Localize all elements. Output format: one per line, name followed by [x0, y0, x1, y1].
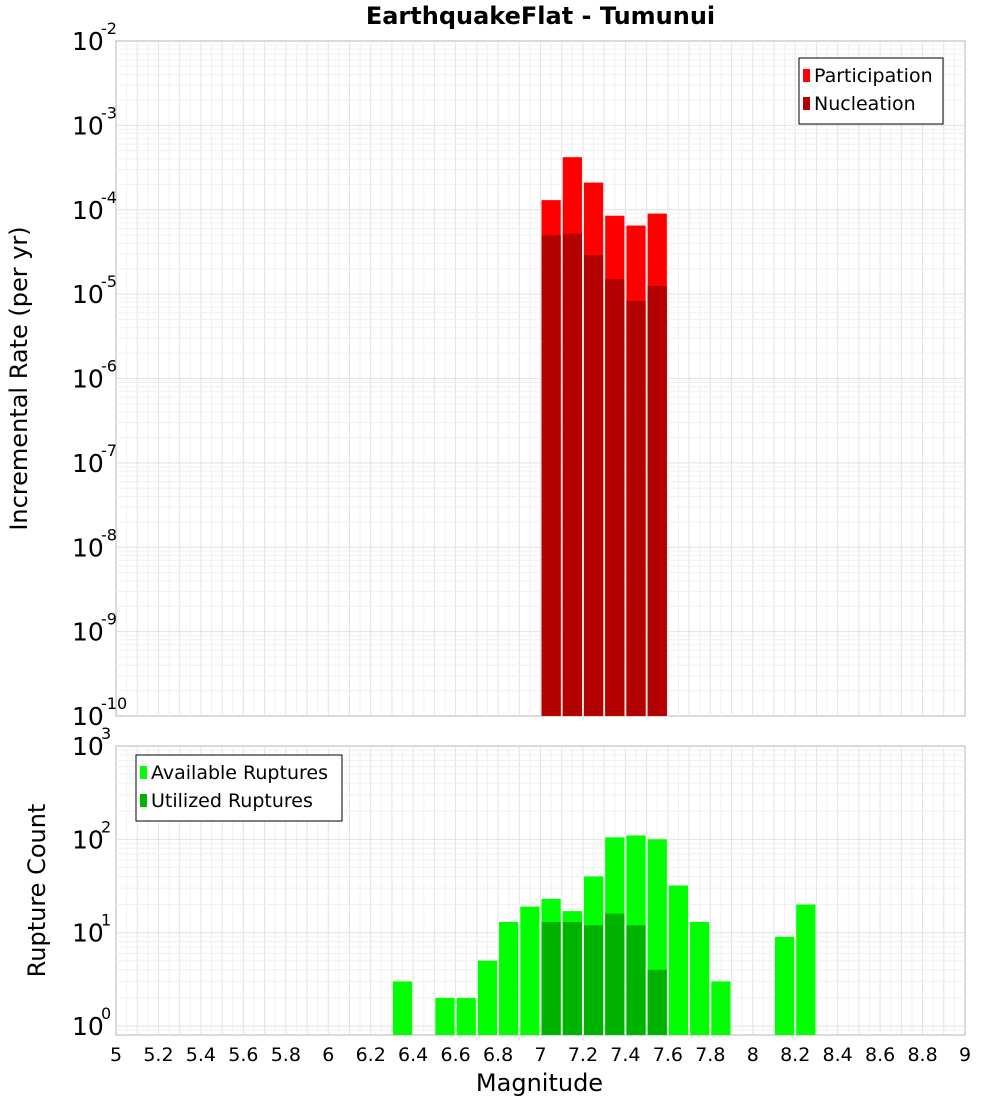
y-tick-exponent: -10 — [101, 694, 127, 713]
y-tick-label: 10 — [72, 825, 104, 854]
bar — [605, 279, 625, 716]
y-tick-label: 10 — [72, 280, 104, 309]
x-tick-label: 6.4 — [398, 1044, 428, 1066]
y-axis-title: Incremental Rate (per yr) — [5, 226, 33, 530]
y-tick-label: 10 — [72, 449, 104, 478]
legend-box — [135, 754, 343, 822]
bar — [605, 913, 625, 1035]
y-axis-title: Rupture Count — [23, 804, 51, 978]
x-tick-label: 8.4 — [823, 1044, 853, 1066]
y-tick-label: 10 — [72, 1012, 104, 1041]
legend-label: Participation — [814, 65, 933, 87]
legend-swatch — [803, 69, 810, 82]
x-tick-label: 6 — [322, 1044, 334, 1066]
x-tick-label: 7.8 — [695, 1044, 725, 1066]
bar — [520, 906, 540, 1035]
bar — [626, 300, 646, 716]
bars — [392, 835, 816, 1035]
x-tick-label: 6.8 — [483, 1044, 513, 1066]
bar — [562, 233, 582, 716]
bar — [647, 969, 667, 1035]
x-tick-label: 7 — [534, 1044, 546, 1066]
legend: Participation Nucleation — [798, 57, 944, 125]
bar — [774, 936, 795, 1035]
y-tick-label: 10 — [72, 919, 104, 948]
bar — [562, 922, 582, 1035]
plot-panel-1: 10-1010-910-810-710-610-510-410-310-2Inc… — [5, 19, 966, 731]
grid-lines — [116, 41, 965, 716]
series-utilized-ruptures — [541, 913, 667, 1035]
legend-label: Available Ruptures — [151, 762, 328, 784]
chart-title: EarthquakeFlat - Tumunui — [366, 2, 715, 30]
x-tick-label: 6.6 — [440, 1044, 470, 1066]
bar — [477, 960, 498, 1035]
x-axis-title: Magnitude — [476, 1069, 603, 1097]
legend-box — [798, 57, 944, 125]
bar — [668, 885, 689, 1035]
x-tick-label: 8 — [747, 1044, 759, 1066]
bar — [456, 997, 476, 1035]
bar — [647, 285, 667, 716]
bar — [392, 981, 413, 1035]
bar — [626, 925, 646, 1035]
bar — [796, 904, 816, 1035]
bar — [583, 925, 604, 1035]
y-tick-label: 10 — [72, 111, 104, 140]
x-tick-label: 5.4 — [186, 1044, 216, 1066]
legend-label: Utilized Ruptures — [151, 790, 313, 812]
x-tick-label: 7.2 — [568, 1044, 598, 1066]
y-tick-exponent: -4 — [101, 188, 117, 207]
bars — [541, 157, 667, 717]
x-tick-label: 5.8 — [271, 1044, 301, 1066]
bar — [690, 922, 710, 1035]
y-tick-exponent: -5 — [101, 272, 117, 291]
y-tick-exponent: -9 — [101, 610, 117, 629]
x-tick-label: 8.8 — [907, 1044, 937, 1066]
x-tick-label: 5 — [110, 1044, 122, 1066]
bar — [711, 981, 731, 1035]
y-tick-exponent: -8 — [101, 525, 117, 544]
y-tick-exponent: 3 — [101, 724, 111, 743]
legend-label: Nucleation — [814, 93, 916, 115]
series-nucleation — [541, 233, 667, 716]
legend-swatch — [803, 97, 810, 110]
y-tick-label: 10 — [72, 27, 104, 56]
x-tick-label: 8.2 — [780, 1044, 810, 1066]
x-tick-label: 7.4 — [610, 1044, 640, 1066]
legend-swatch — [140, 794, 147, 807]
y-tick-exponent: 0 — [101, 1004, 111, 1023]
bar — [541, 235, 561, 716]
y-tick-label: 10 — [72, 702, 104, 731]
bar — [435, 997, 455, 1035]
y-tick-exponent: 2 — [101, 817, 111, 836]
y-tick-label: 10 — [72, 618, 104, 647]
x-tick-label: 7.6 — [653, 1044, 683, 1066]
bar — [583, 255, 604, 716]
y-tick-exponent: 1 — [101, 911, 111, 930]
legend-swatch — [140, 766, 147, 779]
bar — [541, 922, 561, 1035]
y-tick-label: 10 — [72, 196, 104, 225]
x-tick-label: 5.2 — [143, 1044, 173, 1066]
y-tick-exponent: -3 — [101, 103, 117, 122]
y-tick-exponent: -7 — [101, 441, 117, 460]
y-tick-label: 10 — [72, 365, 104, 394]
x-tick-labels: 5 5.2 5.4 5.6 5.8 6 6.2 6.4 6.6 6.8 7 7.2 7.4 7.6 7.8 8… — [110, 1044, 971, 1066]
x-tick-label: 6.2 — [356, 1044, 386, 1066]
y-tick-label: 10 — [72, 533, 104, 562]
x-tick-label: 9 — [959, 1044, 971, 1066]
y-tick-exponent: -6 — [101, 357, 117, 376]
legend: Available Ruptures Utilized Ruptures — [135, 754, 343, 822]
x-tick-label: 5.6 — [228, 1044, 258, 1066]
y-tick-exponent: -2 — [101, 19, 117, 38]
bar — [499, 922, 519, 1035]
x-tick-label: 8.6 — [865, 1044, 895, 1066]
y-tick-label: 10 — [72, 732, 104, 761]
